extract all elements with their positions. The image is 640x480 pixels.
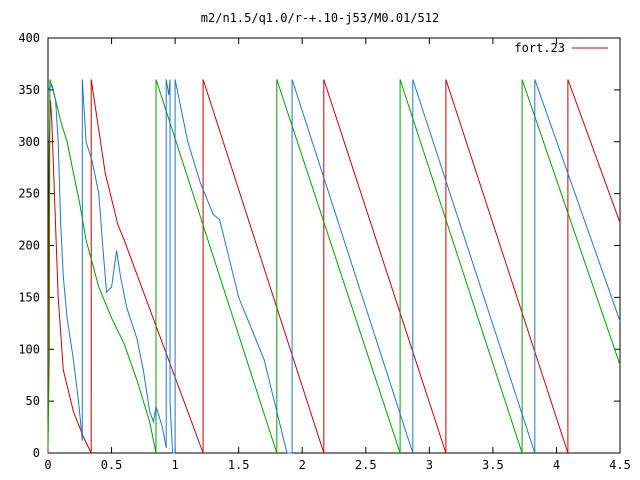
- series-line: [47, 83, 83, 441]
- x-tick-label: 3: [426, 458, 433, 472]
- axis-ticks: 0 0.5 1 1.5 2 2.5 3 3.5 4 4.5 0 50 100 150 200 250 300 35…: [18, 31, 631, 472]
- series-line: [202, 79, 325, 454]
- y-tick-label: 0: [33, 446, 40, 460]
- x-tick-label: 0: [44, 458, 51, 472]
- series-line: [47, 100, 92, 454]
- x-tick-label: 4.5: [609, 458, 631, 472]
- series-line: [90, 79, 204, 454]
- x-tick-label: 0.5: [101, 458, 123, 472]
- y-tick-label: 150: [18, 290, 40, 304]
- y-tick-label: 250: [18, 187, 40, 201]
- series-line: [521, 79, 621, 365]
- series-line: [169, 79, 176, 454]
- series-line: [47, 79, 51, 448]
- y-tick-label: 100: [18, 342, 40, 356]
- series-line: [165, 79, 171, 96]
- series-line: [445, 79, 569, 454]
- series-line: [49, 79, 157, 454]
- series-line: [155, 79, 278, 454]
- series-1: [47, 79, 621, 454]
- series-2: [47, 79, 621, 454]
- series-line: [276, 79, 401, 454]
- x-tick-label: 4: [553, 458, 560, 472]
- legend-label: fort.23: [514, 41, 565, 55]
- legend: fort.23: [514, 41, 608, 55]
- series-line: [567, 79, 621, 223]
- y-tick-label: 200: [18, 239, 40, 253]
- series-line: [174, 79, 288, 454]
- series-line: [287, 79, 293, 454]
- x-tick-label: 1: [171, 458, 178, 472]
- series-line: [323, 79, 447, 454]
- series-0: [47, 79, 621, 454]
- y-tick-label: 350: [18, 83, 40, 97]
- chart-title: m2/n1.5/q1.0/r-+.10-j53/M0.01/512: [201, 11, 439, 25]
- series-layer: [47, 79, 621, 454]
- series-line: [534, 79, 621, 322]
- plot-area-frame: [47, 37, 621, 454]
- y-tick-label: 300: [18, 135, 40, 149]
- y-tick-label: 400: [18, 31, 40, 45]
- x-tick-label: 2: [299, 458, 306, 472]
- x-tick-label: 1.5: [228, 458, 250, 472]
- y-tick-label: 50: [26, 394, 40, 408]
- x-tick-label: 2.5: [355, 458, 377, 472]
- series-line: [412, 79, 536, 454]
- x-tick-label: 3.5: [482, 458, 504, 472]
- series-line: [399, 79, 523, 454]
- series-line: [81, 79, 167, 448]
- series-line: [291, 79, 414, 454]
